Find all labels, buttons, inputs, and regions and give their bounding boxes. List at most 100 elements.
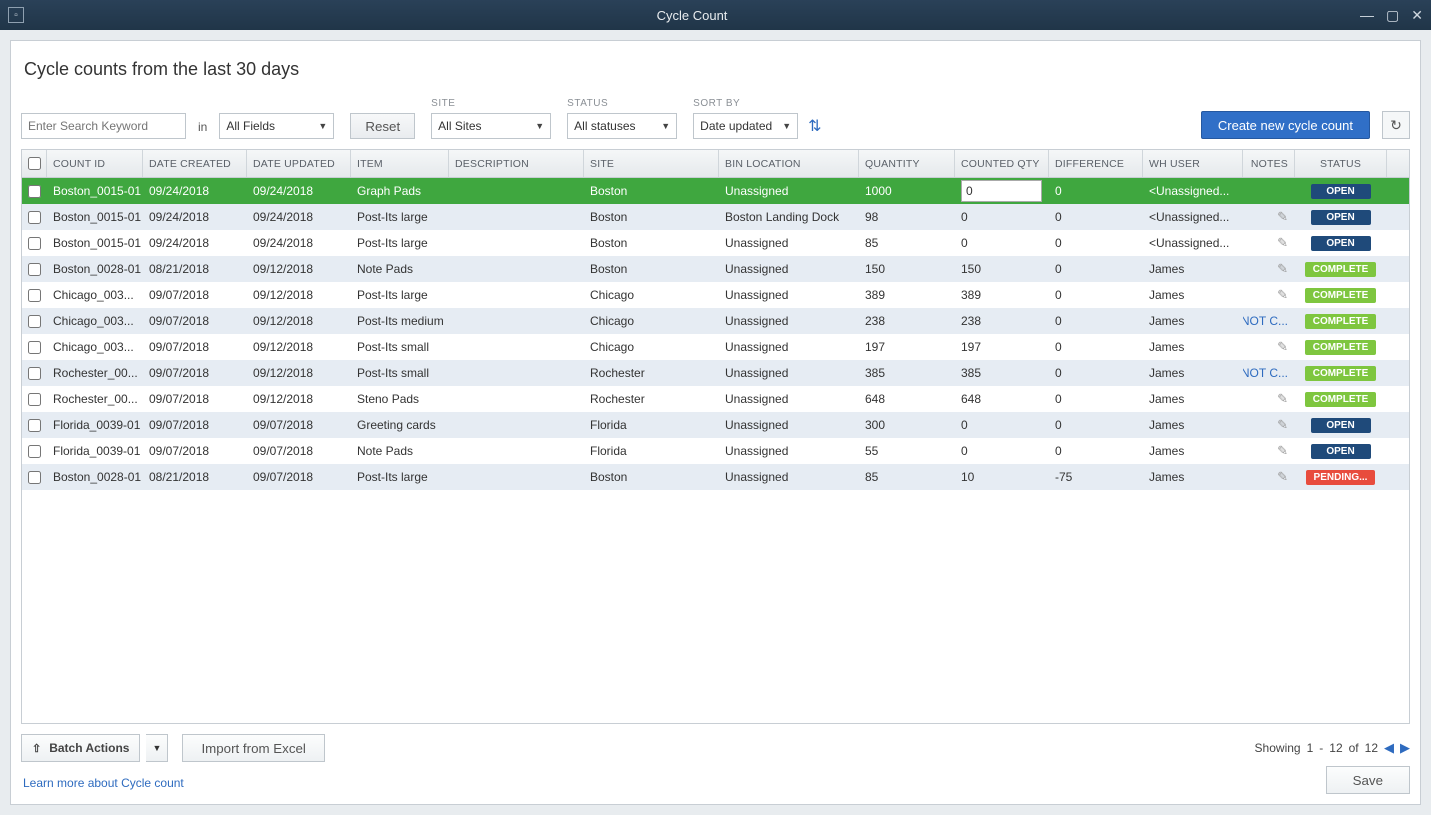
pencil-icon[interactable]: ✎ (1277, 235, 1288, 251)
row-checkbox[interactable] (28, 367, 41, 380)
cell-counted-qty[interactable]: 150 (955, 256, 1049, 282)
row-checkbox-cell[interactable] (22, 230, 47, 256)
site-select[interactable]: All Sites ▼ (431, 113, 551, 139)
header-notes[interactable]: NOTES (1243, 150, 1295, 177)
cell-notes[interactable]: ✎ (1243, 256, 1295, 282)
pencil-icon[interactable]: ✎ (1277, 443, 1288, 459)
cell-counted-qty[interactable]: 389 (955, 282, 1049, 308)
row-checkbox[interactable] (28, 341, 41, 354)
row-checkbox-cell[interactable] (22, 334, 47, 360)
table-row[interactable]: Rochester_00...09/07/201809/12/2018Post-… (22, 360, 1409, 386)
counted-qty-input[interactable] (961, 180, 1042, 202)
cell-counted-qty[interactable]: 648 (955, 386, 1049, 412)
cell-counted-qty[interactable]: 10 (955, 464, 1049, 490)
cell-notes[interactable]: NOT C... (1243, 308, 1295, 334)
cell-counted-qty[interactable]: 385 (955, 360, 1049, 386)
pencil-icon[interactable]: ✎ (1277, 209, 1288, 225)
header-wh-user[interactable]: WH USER (1143, 150, 1243, 177)
row-checkbox[interactable] (28, 393, 41, 406)
table-row[interactable]: Chicago_003...09/07/201809/12/2018Post-I… (22, 282, 1409, 308)
header-date-created[interactable]: DATE CREATED (143, 150, 247, 177)
header-description[interactable]: DESCRIPTION (449, 150, 584, 177)
row-checkbox[interactable] (28, 289, 41, 302)
cell-counted-qty[interactable] (955, 178, 1049, 204)
row-checkbox-cell[interactable] (22, 386, 47, 412)
create-cycle-count-button[interactable]: Create new cycle count (1201, 111, 1370, 139)
notes-link[interactable]: NOT C... (1243, 314, 1288, 328)
notes-link[interactable]: NOT C... (1243, 366, 1288, 380)
batch-actions-dropdown[interactable]: ▼ (146, 734, 168, 762)
cell-notes[interactable]: ✎ (1243, 282, 1295, 308)
cell-counted-qty[interactable]: 0 (955, 412, 1049, 438)
table-row[interactable]: Florida_0039-0109/07/201809/07/2018Greet… (22, 412, 1409, 438)
cell-notes[interactable]: ✎ (1243, 334, 1295, 360)
header-status[interactable]: STATUS (1295, 150, 1387, 177)
save-button[interactable]: Save (1326, 766, 1410, 794)
row-checkbox-cell[interactable] (22, 412, 47, 438)
table-row[interactable]: Rochester_00...09/07/201809/12/2018Steno… (22, 386, 1409, 412)
learn-more-link[interactable]: Learn more about Cycle count (23, 776, 184, 790)
cell-notes[interactable]: ✎ (1243, 386, 1295, 412)
row-checkbox[interactable] (28, 445, 41, 458)
header-bin-location[interactable]: BIN LOCATION (719, 150, 859, 177)
cell-counted-qty[interactable]: 0 (955, 230, 1049, 256)
header-difference[interactable]: DIFFERENCE (1049, 150, 1143, 177)
row-checkbox[interactable] (28, 211, 41, 224)
row-checkbox-cell[interactable] (22, 464, 47, 490)
table-row[interactable]: Chicago_003...09/07/201809/12/2018Post-I… (22, 308, 1409, 334)
row-checkbox[interactable] (28, 419, 41, 432)
sort-direction-icon[interactable]: ⇅ (804, 116, 825, 139)
cell-counted-qty[interactable]: 0 (955, 204, 1049, 230)
row-checkbox[interactable] (28, 263, 41, 276)
cell-notes[interactable] (1243, 178, 1295, 204)
header-date-updated[interactable]: DATE UPDATED (247, 150, 351, 177)
row-checkbox[interactable] (28, 471, 41, 484)
cell-notes[interactable]: ✎ (1243, 230, 1295, 256)
row-checkbox-cell[interactable] (22, 360, 47, 386)
header-item[interactable]: ITEM (351, 150, 449, 177)
row-checkbox-cell[interactable] (22, 256, 47, 282)
row-checkbox-cell[interactable] (22, 438, 47, 464)
search-input[interactable] (21, 113, 186, 139)
refresh-button[interactable]: ↻ (1382, 111, 1410, 139)
header-site[interactable]: SITE (584, 150, 719, 177)
window-menu-icon[interactable]: ▫ (8, 7, 24, 23)
table-row[interactable]: Florida_0039-0109/07/201809/07/2018Note … (22, 438, 1409, 464)
table-row[interactable]: Boston_0015-0109/24/201809/24/2018Post-I… (22, 230, 1409, 256)
pencil-icon[interactable]: ✎ (1277, 391, 1288, 407)
header-count-id[interactable]: COUNT ID (47, 150, 143, 177)
reset-button[interactable]: Reset (350, 113, 415, 139)
table-row[interactable]: Chicago_003...09/07/201809/12/2018Post-I… (22, 334, 1409, 360)
close-icon[interactable]: ✕ (1411, 7, 1423, 24)
batch-actions-button[interactable]: ⇧ Batch Actions (21, 734, 140, 762)
table-row[interactable]: Boston_0028-0108/21/201809/12/2018Note P… (22, 256, 1409, 282)
row-checkbox[interactable] (28, 237, 41, 250)
cell-counted-qty[interactable]: 0 (955, 438, 1049, 464)
row-checkbox-cell[interactable] (22, 282, 47, 308)
status-select[interactable]: All statuses ▼ (567, 113, 677, 139)
row-checkbox[interactable] (28, 185, 41, 198)
cell-notes[interactable]: ✎ (1243, 464, 1295, 490)
pencil-icon[interactable]: ✎ (1277, 339, 1288, 355)
cell-counted-qty[interactable]: 197 (955, 334, 1049, 360)
cell-notes[interactable]: ✎ (1243, 438, 1295, 464)
import-from-excel-button[interactable]: Import from Excel (182, 734, 324, 762)
cell-counted-qty[interactable]: 238 (955, 308, 1049, 334)
row-checkbox-cell[interactable] (22, 308, 47, 334)
table-row[interactable]: Boston_0028-0108/21/201809/07/2018Post-I… (22, 464, 1409, 490)
page-prev-icon[interactable]: ◀ (1384, 740, 1394, 756)
row-checkbox-cell[interactable] (22, 178, 47, 204)
table-row[interactable]: Boston_0015-0109/24/201809/24/2018Graph … (22, 178, 1409, 204)
header-checkbox-cell[interactable] (22, 150, 47, 177)
page-next-icon[interactable]: ▶ (1400, 740, 1410, 756)
pencil-icon[interactable]: ✎ (1277, 469, 1288, 485)
row-checkbox-cell[interactable] (22, 204, 47, 230)
pencil-icon[interactable]: ✎ (1277, 417, 1288, 433)
pencil-icon[interactable]: ✎ (1277, 261, 1288, 277)
minimize-icon[interactable]: — (1360, 7, 1374, 24)
select-all-checkbox[interactable] (28, 157, 41, 170)
maximize-icon[interactable]: ▢ (1386, 7, 1399, 24)
header-quantity[interactable]: QUANTITY (859, 150, 955, 177)
header-counted-qty[interactable]: COUNTED QTY (955, 150, 1049, 177)
cell-notes[interactable]: NOT C... (1243, 360, 1295, 386)
